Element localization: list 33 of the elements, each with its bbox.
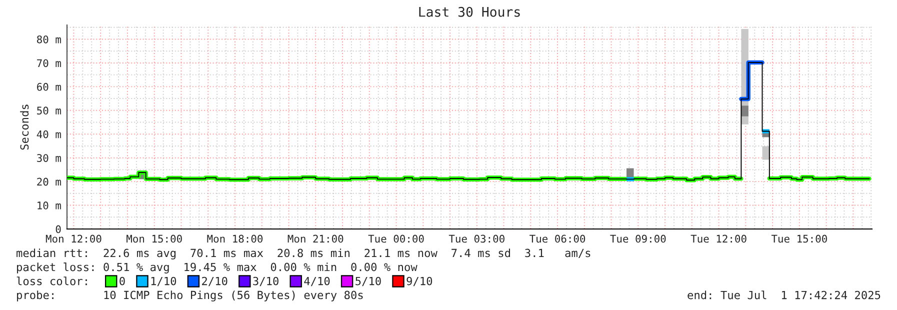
chart-title: Last 30 Hours — [419, 6, 520, 17]
legend-label: 0 — [120, 276, 125, 286]
x-tick-label: Tue 06:00 — [530, 234, 586, 243]
y-tick-label: 50 m — [37, 106, 61, 115]
x-tick-label: Tue 12:00 — [690, 234, 746, 243]
y-tick-label: 20 m — [37, 178, 61, 186]
legend-label: 9/10 — [406, 276, 432, 286]
text: packet loss: 0.51 % avg 19.45 % max 0.00 % min 0.00 % now — [17, 262, 418, 274]
y-tick-label: 80 m — [37, 35, 61, 44]
legend-title: loss color: — [16, 276, 87, 286]
y-tick-label: 30 m — [37, 154, 61, 162]
y-tick-label: 60 m — [37, 82, 61, 91]
x-tick-label: Mon 18:00 — [207, 234, 263, 243]
x-tick-label: Tue 09:00 — [610, 234, 666, 243]
x-tick-label: Mon 15:00 — [126, 234, 182, 243]
y-tick-label: 10 m — [38, 202, 61, 210]
legend-label: 3/10 — [253, 276, 278, 286]
x-tick-label: Tue 15:00 — [771, 234, 827, 243]
y-tick-label: 0 — [56, 225, 61, 234]
x-tick-label: Mon 12:00 — [46, 234, 102, 243]
legend-label: 5/10 — [356, 276, 381, 286]
x-tick-label: Tue 00:00 — [368, 234, 424, 243]
y-tick-label: 40 m — [36, 130, 61, 138]
y-axis-title: Seconds — [20, 104, 29, 150]
text: end: Tue Jul 1 17:42:24 2025 — [688, 290, 880, 300]
text: median rtt: 22.6 ms avg 70.1 ms max 20.8 ms min 21.1 ms now 7.4 ms sd 3.1 am/s — [16, 248, 590, 260]
legend-label: 4/10 — [304, 276, 330, 286]
y-tick-label: 70 m — [37, 59, 61, 68]
x-tick-label: Tue 03:00 — [448, 234, 504, 243]
legend-label: 2/10 — [202, 276, 228, 286]
x-tick-label: Mon 21:00 — [288, 234, 344, 243]
text: probe: 10 ICMP Echo Pings (56 Bytes) every 80s — [17, 290, 363, 302]
legend-label: 1/10 — [151, 276, 176, 286]
